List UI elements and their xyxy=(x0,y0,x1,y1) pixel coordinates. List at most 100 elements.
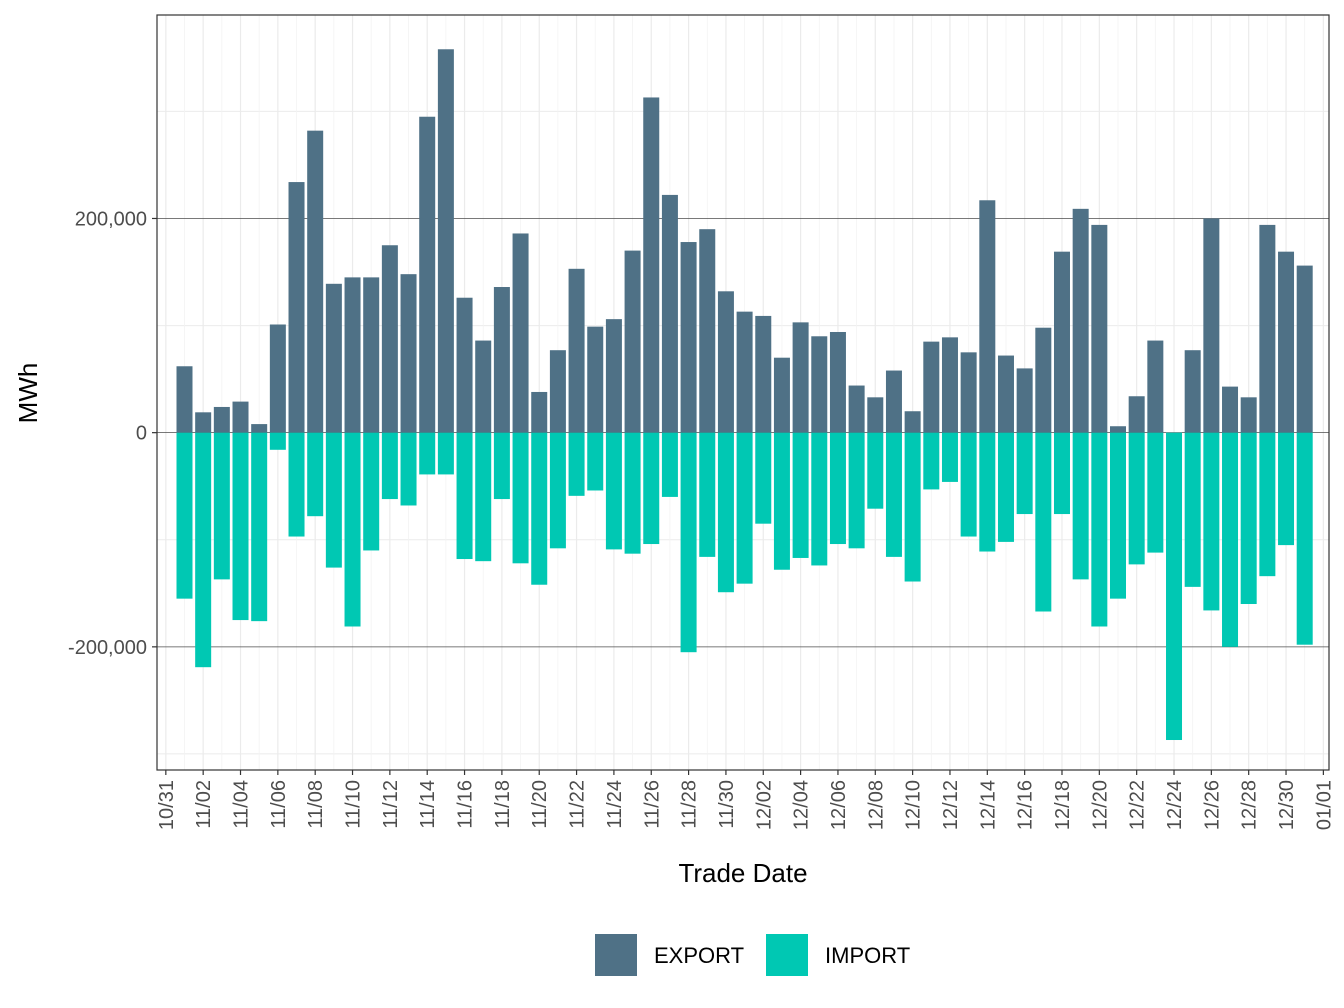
y-axis-title: MWh xyxy=(13,363,43,424)
legend: EXPORT IMPORT xyxy=(595,934,910,976)
import-bar xyxy=(867,432,884,509)
export-bar xyxy=(979,200,996,433)
import-bar xyxy=(1091,432,1108,627)
export-bar xyxy=(699,229,716,433)
import-bar xyxy=(419,432,436,475)
export-bar xyxy=(1053,251,1070,433)
x-axis-title: Trade Date xyxy=(678,858,807,888)
import-bar xyxy=(960,432,977,537)
import-bar xyxy=(624,432,641,554)
import-bar xyxy=(997,432,1014,542)
export-bar xyxy=(1278,251,1295,433)
x-tick-label: 12/14 xyxy=(977,780,999,830)
export-bar xyxy=(251,424,268,433)
export-bar xyxy=(493,287,510,433)
x-tick-label: 12/24 xyxy=(1164,780,1186,830)
import-bar xyxy=(1240,432,1257,605)
import-bar xyxy=(1166,432,1183,741)
import-bar xyxy=(400,432,417,506)
export-bar xyxy=(643,97,660,433)
export-bar xyxy=(325,283,342,433)
import-bar xyxy=(829,432,846,545)
export-bar xyxy=(232,401,249,433)
export-bar xyxy=(437,49,454,433)
export-bar xyxy=(1035,327,1052,433)
export-bar xyxy=(1016,368,1033,433)
export-bar xyxy=(475,340,492,433)
import-bar xyxy=(1128,432,1145,565)
x-tick-label: 11/08 xyxy=(305,780,327,829)
import-bar xyxy=(680,432,697,653)
x-tick-label: 12/02 xyxy=(753,780,775,830)
import-bar xyxy=(381,432,398,500)
export-bar xyxy=(1240,397,1257,433)
import-bar xyxy=(1072,432,1089,580)
legend-label-import: IMPORT xyxy=(825,943,910,968)
import-bar xyxy=(325,432,342,568)
export-bar xyxy=(1222,386,1239,433)
y-tick-label: 0 xyxy=(136,423,147,445)
import-bar xyxy=(1259,432,1276,577)
import-bar xyxy=(251,432,268,622)
import-bar xyxy=(344,432,361,627)
x-tick-label: 12/20 xyxy=(1089,780,1111,830)
x-tick-label: 11/20 xyxy=(529,780,551,829)
export-bar xyxy=(344,277,361,433)
import-bar xyxy=(605,432,622,550)
x-tick-label: 12/12 xyxy=(940,780,962,830)
x-tick-label: 11/14 xyxy=(417,780,439,829)
import-bar xyxy=(792,432,809,558)
export-bar xyxy=(941,337,958,433)
import-bar xyxy=(269,432,286,450)
export-bars xyxy=(176,49,1313,433)
import-bar xyxy=(755,432,772,524)
x-tick-label: 11/24 xyxy=(604,780,626,829)
import-bar xyxy=(1278,432,1295,546)
x-tick-label: 12/18 xyxy=(1052,780,1074,830)
export-bar xyxy=(1091,224,1108,433)
import-bar xyxy=(307,432,324,517)
export-bar xyxy=(1128,396,1145,433)
import-bar xyxy=(904,432,921,582)
import-bar xyxy=(736,432,753,584)
export-bar xyxy=(755,315,772,433)
export-bar xyxy=(1184,350,1201,433)
export-bar xyxy=(531,391,548,433)
x-tick-label: 12/08 xyxy=(865,780,887,830)
x-tick-label: 11/02 xyxy=(193,780,215,829)
export-bar xyxy=(605,319,622,433)
import-bar xyxy=(549,432,566,549)
import-bar xyxy=(1203,432,1220,611)
x-tick-label: 11/10 xyxy=(343,780,365,829)
import-bar xyxy=(848,432,865,549)
export-bar xyxy=(923,341,940,433)
import-bar xyxy=(661,432,678,497)
import-bar xyxy=(456,432,473,560)
import-bar xyxy=(1147,432,1164,553)
import-bar xyxy=(493,432,510,500)
export-bar xyxy=(400,274,417,433)
import-bar xyxy=(1053,432,1070,515)
export-bar xyxy=(1147,340,1164,433)
export-bar xyxy=(213,406,230,433)
export-bar xyxy=(811,336,828,433)
export-bar xyxy=(829,331,846,433)
import-bar xyxy=(1296,432,1313,645)
x-tick-label: 11/16 xyxy=(455,780,477,829)
import-bar xyxy=(288,432,305,537)
import-bar xyxy=(941,432,958,482)
export-bar xyxy=(736,311,753,433)
x-tick-label: 12/26 xyxy=(1201,780,1223,830)
y-axis: -200,000 0 200,000 xyxy=(68,208,157,659)
import-bar xyxy=(363,432,380,551)
export-bar xyxy=(997,355,1014,433)
legend-label-export: EXPORT xyxy=(654,943,744,968)
legend-swatch-import xyxy=(766,934,808,976)
export-bar xyxy=(587,326,604,433)
import-bar xyxy=(1035,432,1052,612)
export-bar xyxy=(195,412,212,433)
import-bar xyxy=(811,432,828,566)
export-bar xyxy=(792,322,809,433)
x-tick-label: 01/01 xyxy=(1313,780,1335,830)
y-tick-label: -200,000 xyxy=(68,637,147,659)
